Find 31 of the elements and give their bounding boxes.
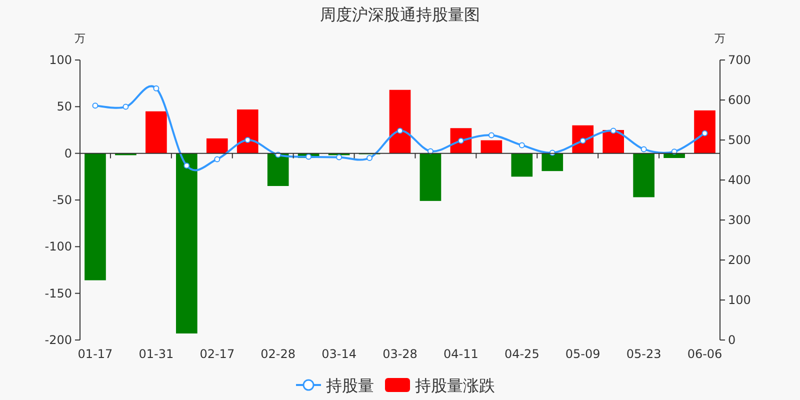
x-tick-label: 06-06 — [687, 347, 722, 361]
legend-label: 持股量 — [326, 376, 374, 395]
y-tick-label: -100 — [44, 240, 72, 254]
y2-tick-label: 600 — [728, 93, 751, 107]
x-tick-label: 02-17 — [200, 347, 235, 361]
x-tick-label: 04-25 — [504, 347, 540, 361]
y-axis-title: 万 — [74, 32, 86, 45]
x-tick-label: 03-28 — [382, 347, 418, 361]
y2-tick-label: 400 — [728, 173, 751, 187]
y2-tick-label: 300 — [728, 213, 751, 227]
y2-tick-label: 0 — [728, 333, 736, 347]
y-tick-label: 50 — [56, 100, 72, 114]
x-tick-label: 01-17 — [78, 347, 113, 361]
y2-tick-label: 500 — [728, 133, 751, 147]
y-tick-label: 100 — [49, 53, 72, 67]
y2-axis-title: 万 — [714, 32, 726, 45]
y-tick-label: -150 — [44, 286, 72, 300]
y2-tick-label: 100 — [728, 293, 751, 307]
x-tick-label: 02-28 — [260, 347, 296, 361]
chart-title: 周度沪深股通持股量图 — [320, 5, 480, 24]
x-tick-label: 04-11 — [444, 347, 478, 361]
x-tick-label: 03-14 — [322, 347, 356, 361]
legend-label: 持股量涨跌 — [415, 376, 495, 395]
y2-tick-label: 700 — [728, 53, 751, 67]
x-tick-label: 05-23 — [626, 347, 662, 361]
y-tick-label: -200 — [44, 333, 72, 347]
y2-tick-label: 200 — [728, 253, 751, 267]
x-tick-label: 05-09 — [565, 347, 600, 361]
x-tick-label: 01-31 — [138, 347, 174, 361]
y-tick-label: -50 — [52, 193, 72, 207]
y-tick-label: 0 — [64, 146, 72, 160]
